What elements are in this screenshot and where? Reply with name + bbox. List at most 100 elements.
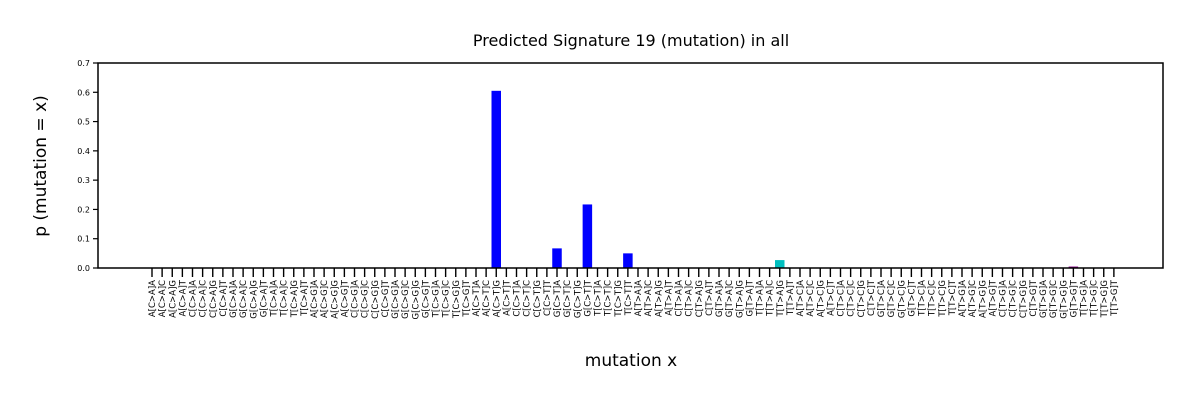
x-tick-label-51: A[T>A]T — [664, 279, 674, 316]
x-tick-label-5: C[C>A]C — [199, 280, 209, 317]
x-tick-label-68: C[T>C]A — [837, 280, 847, 317]
x-tick-label-35: A[C>T]T — [502, 279, 512, 316]
x-tick-label-33: A[C>T]C — [482, 280, 492, 317]
y-tick-label-2: 0.2 — [77, 205, 90, 214]
x-tick-label-95: T[T>G]T — [1110, 279, 1120, 317]
x-tick-label-6: C[C>A]G — [209, 280, 219, 318]
x-ticks-group: A[C>A]A A[C>A]C A[C>A]G A[C>A]T C[C>A]A C[C>A… — [148, 268, 1120, 319]
x-tick-label-22: C[C>G]G — [371, 280, 381, 319]
bar-43 — [582, 204, 593, 268]
x-tick-label-71: C[T>C]T — [867, 279, 877, 316]
x-tick-label-13: T[C>A]C — [280, 280, 290, 318]
x-tick-label-70: C[T>C]G — [857, 280, 867, 317]
x-tick-label-39: C[C>T]T — [543, 279, 553, 316]
x-tick-label-23: C[C>G]T — [381, 279, 391, 317]
x-tick-label-54: C[T>A]G — [695, 280, 705, 317]
x-tick-label-34: A[C>T]G — [492, 280, 502, 317]
x-tick-label-67: A[T>C]T — [826, 279, 836, 316]
x-tick-label-79: T[T>C]T — [948, 279, 958, 316]
x-tick-label-12: T[C>A]A — [270, 280, 280, 318]
x-tick-label-44: T[C>T]A — [594, 280, 604, 317]
x-tick-label-19: A[C>G]T — [340, 279, 350, 317]
x-tick-label-42: G[C>T]G — [573, 280, 583, 318]
x-tick-label-75: G[T>C]T — [907, 279, 917, 316]
x-tick-label-50: A[T>A]G — [654, 280, 664, 317]
x-tick-label-55: C[T>A]T — [705, 279, 715, 316]
x-tick-label-40: G[C>T]A — [553, 280, 563, 317]
x-tick-label-87: C[T>G]T — [1029, 279, 1039, 316]
chart-title: Predicted Signature 19 (mutation) in all — [473, 31, 789, 50]
x-tick-label-61: T[T>A]C — [766, 280, 776, 317]
x-tick-label-17: A[C>G]C — [320, 280, 330, 318]
x-tick-label-38: C[C>T]G — [533, 280, 543, 317]
plot-frame — [97, 62, 1164, 269]
x-axis-label: mutation x — [585, 351, 677, 371]
x-tick-label-64: A[T>C]A — [796, 280, 806, 317]
x-tick-label-4: C[C>A]A — [189, 280, 199, 317]
bar-34 — [491, 90, 501, 268]
y-tick-label-0: 0.0 — [77, 264, 90, 273]
x-tick-label-27: G[C>G]T — [421, 279, 431, 318]
x-tick-label-88: G[T>G]A — [1039, 280, 1049, 318]
x-tick-label-94: T[T>G]G — [1100, 280, 1110, 318]
bar-40 — [552, 248, 562, 268]
x-tick-label-86: C[T>G]G — [1019, 280, 1029, 318]
y-tick-label-4: 0.4 — [77, 147, 90, 156]
x-tick-label-92: T[T>G]A — [1080, 280, 1090, 318]
x-tick-label-10: G[C>A]G — [249, 280, 259, 319]
x-tick-label-74: G[T>C]G — [897, 280, 907, 318]
y-axis-label: p (mutation = x) — [31, 95, 51, 237]
y-tick-label-3: 0.3 — [77, 176, 90, 185]
x-tick-label-83: A[T>G]T — [988, 279, 998, 316]
x-tick-label-93: T[T>G]C — [1090, 280, 1100, 318]
y-tick-label-5: 0.5 — [77, 118, 90, 127]
y-tick-label-6: 0.6 — [77, 88, 90, 97]
x-tick-label-73: G[T>C]C — [887, 280, 897, 317]
x-tick-label-62: T[T>A]G — [776, 280, 786, 318]
x-tick-label-29: T[C>G]C — [442, 280, 452, 318]
bars-group — [491, 90, 1079, 268]
x-tick-label-3: A[C>A]T — [178, 279, 188, 316]
x-tick-label-76: T[T>C]A — [918, 280, 928, 317]
x-tick-label-8: G[C>A]A — [229, 280, 239, 318]
y-tick-label-1: 0.1 — [77, 235, 90, 244]
x-tick-label-53: C[T>A]C — [685, 280, 695, 317]
x-tick-label-82: A[T>G]G — [978, 280, 988, 318]
x-tick-label-91: G[T>G]T — [1069, 279, 1079, 317]
x-tick-label-47: T[C>T]T — [624, 279, 634, 316]
x-tick-label-63: T[T>A]T — [786, 279, 796, 316]
x-tick-label-80: A[T>G]A — [958, 280, 968, 317]
x-tick-label-89: G[T>G]C — [1049, 280, 1059, 318]
x-tick-label-1: A[C>A]C — [158, 280, 168, 317]
x-tick-label-31: T[C>G]T — [462, 279, 472, 317]
x-tick-label-60: T[T>A]A — [756, 280, 766, 317]
x-tick-label-25: G[C>G]C — [401, 280, 411, 319]
x-tick-label-66: A[T>C]G — [816, 280, 826, 317]
x-tick-label-46: T[C>T]G — [614, 280, 624, 318]
y-ticks-group: 0.0 0.1 0.2 0.3 0.4 0.5 0.6 0.7 — [77, 59, 98, 273]
x-tick-label-69: C[T>C]C — [847, 280, 857, 317]
x-tick-label-84: C[T>G]A — [999, 280, 1009, 317]
x-tick-label-15: T[C>A]T — [300, 279, 310, 317]
y-tick-label-7: 0.7 — [77, 59, 90, 68]
x-tick-label-2: A[C>A]G — [168, 280, 178, 318]
x-tick-label-20: C[C>G]A — [351, 280, 361, 318]
x-tick-label-52: C[T>A]A — [675, 280, 685, 317]
x-tick-label-72: G[T>C]A — [877, 280, 887, 317]
x-tick-label-45: T[C>T]C — [604, 280, 614, 317]
x-tick-label-0: A[C>A]A — [148, 280, 158, 317]
x-tick-label-32: A[C>T]A — [472, 280, 482, 317]
x-tick-label-28: T[C>G]A — [432, 280, 442, 318]
x-tick-label-37: C[C>T]C — [523, 280, 533, 317]
x-tick-label-18: A[C>G]G — [330, 280, 340, 319]
bar-62 — [775, 260, 785, 268]
x-tick-label-49: A[T>A]C — [644, 280, 654, 317]
x-tick-label-78: T[T>C]G — [938, 280, 948, 318]
x-tick-label-30: T[C>G]G — [452, 280, 462, 319]
x-tick-label-65: A[T>C]C — [806, 280, 816, 317]
x-tick-label-48: A[T>A]A — [634, 280, 644, 317]
bar-47 — [623, 253, 633, 268]
x-tick-label-26: G[C>G]G — [411, 280, 421, 319]
x-tick-label-43: G[C>T]T — [583, 279, 593, 316]
